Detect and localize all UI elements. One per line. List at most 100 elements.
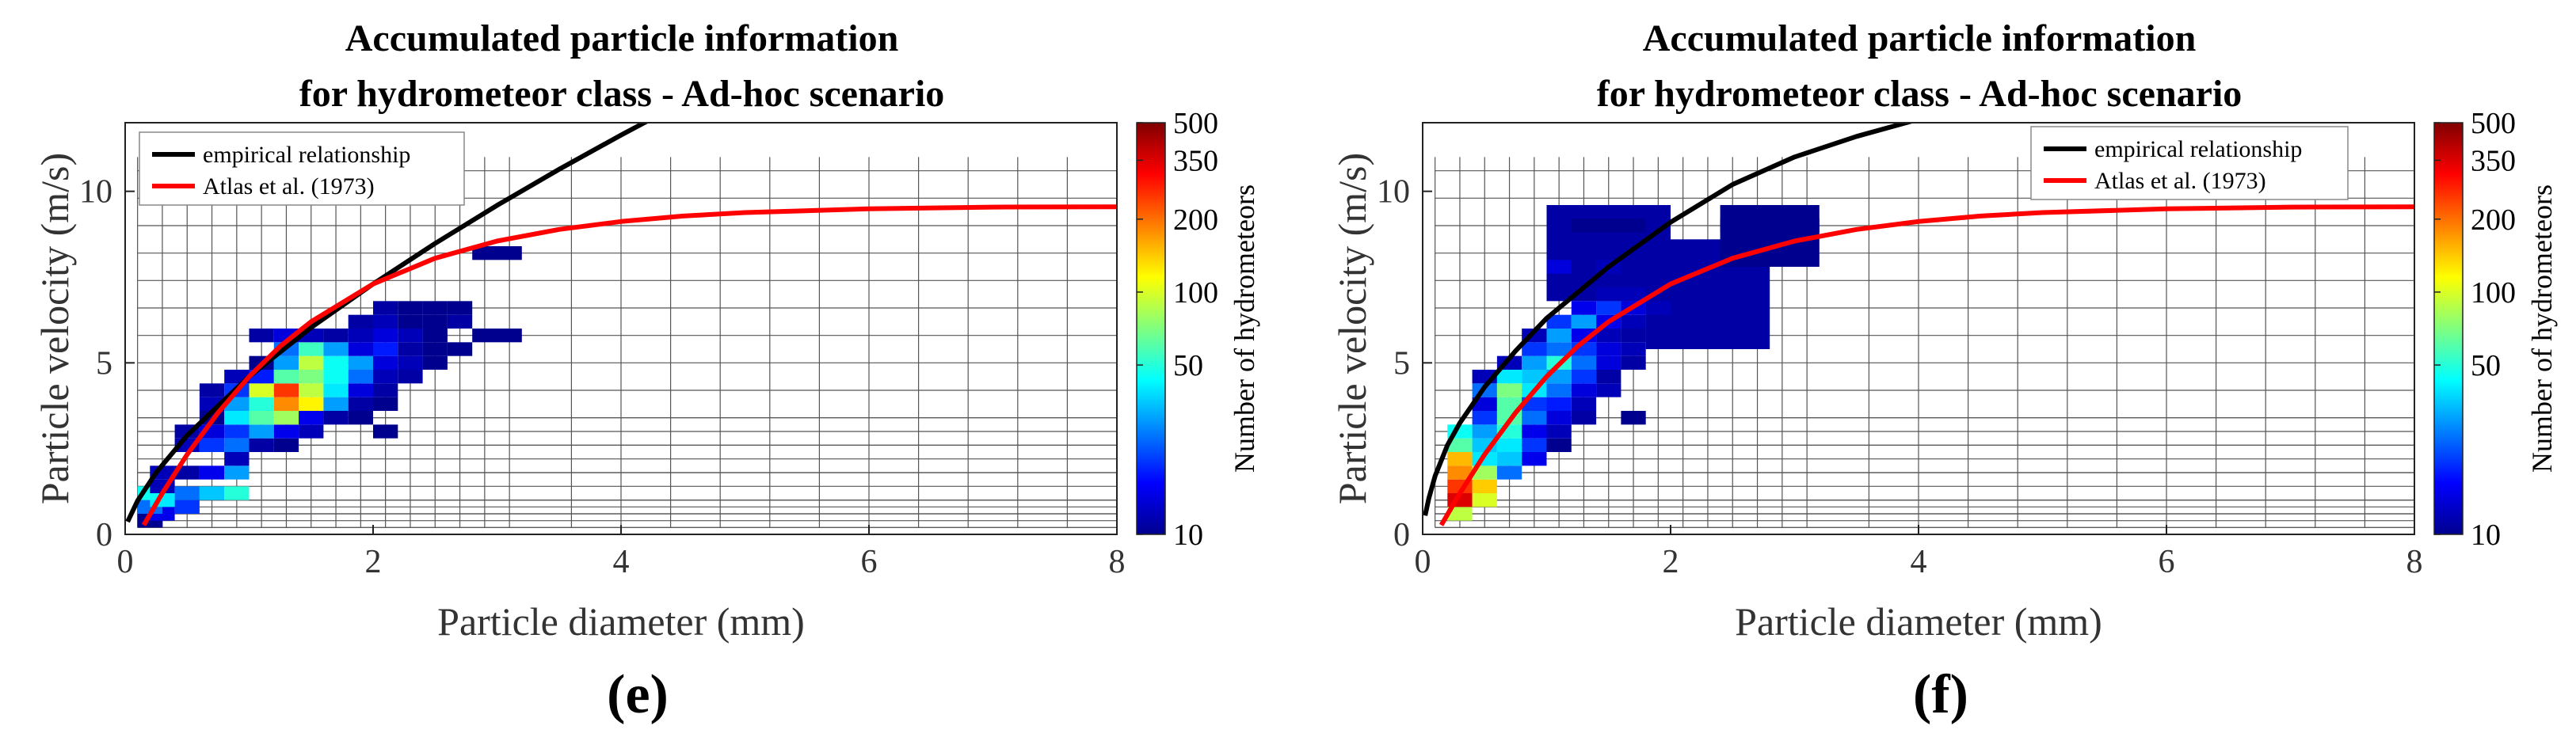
heatmap-cell [348,314,373,329]
heatmap-cell [373,301,398,315]
colorbar-tick-label: 100 [2471,276,2516,310]
heatmap-cell [1496,397,1522,411]
heatmap-cell [199,383,225,397]
heatmap-cell [224,466,250,480]
heatmap-cell [1472,493,1497,507]
legend-label: empirical relationship [2094,136,2302,162]
legend-box [139,131,465,206]
colorbar [2433,122,2464,535]
heatmap-cell [224,411,250,425]
heatmap-cell [199,438,225,452]
heatmap-cell [398,370,423,384]
heatmap-cell [422,355,448,370]
y-axis-label: Particle velocity (m/s) [32,153,77,504]
heatmap-cell [299,370,324,384]
heatmap-cell [497,329,522,343]
heatmap-cell [398,342,423,356]
heatmap-cell [1447,452,1473,466]
heatmap-cell [323,342,349,356]
heatmap-cell [199,486,225,500]
heatmap-cell [1571,370,1597,384]
heatmap-cell [1496,383,1522,397]
heatmap-cell [1496,370,1522,384]
heatmap-cell [373,342,398,356]
heatmap-cell [273,424,299,439]
heatmap-cell [447,301,473,315]
x-tick-label: 0 [1415,544,1431,580]
y-axis-label: Particle velocity (m/s) [1330,153,1374,504]
heatmap-cell [1472,479,1497,493]
heatmap-cell [1645,301,1671,315]
x-tick-label: 8 [1109,544,1126,580]
heatmap-cell [1596,218,1621,233]
heatmap-cell [1621,411,1646,425]
heatmap-cell [447,342,473,356]
panel-label: (f) [1913,664,1968,725]
colorbar-tick-label: 50 [2471,349,2501,382]
heatmap-cell [1596,383,1621,397]
heatmap-cell [373,355,398,370]
heatmap-cell [472,329,497,343]
heatmap-cell [323,329,349,343]
chart-title-line-2: for hydrometeor class - Ad-hoc scenario [299,73,945,115]
heatmap-cell [422,314,448,329]
heatmap-cell [398,355,423,370]
heatmap-cell [1496,438,1522,452]
heatmap-cell [1571,260,1597,274]
heatmap-cell [373,424,398,439]
y-tick-label: 10 [1377,174,1410,211]
panel-f: Accumulated particle information for hydr… [1330,17,2558,725]
chart-title-line-2: for hydrometeor class - Ad-hoc scenario [1597,73,2243,115]
heatmap-cell [224,452,250,466]
heatmap-cell [273,383,299,397]
series-line [1423,123,1915,516]
colorbar-tick-label: 500 [1173,107,1218,140]
heatmap-cell [199,466,225,480]
heatmap-cell [1546,397,1572,411]
heatmap-cell [1472,397,1497,411]
heatmap-cell [273,411,299,425]
heatmap-cell [1596,370,1621,384]
heatmap-cell [1522,355,1547,370]
chart-title-line-1: Accumulated particle information [345,17,899,59]
heatmap-cell [323,355,349,370]
heatmap-cell [398,314,423,329]
y-tick-label: 10 [79,174,112,211]
heatmap-cell [1571,355,1597,370]
heatmap-cell [249,329,274,343]
colorbar-label: Number of hydrometeors [1229,184,1260,473]
heatmap-cell [1571,301,1597,315]
colorbar-tick-label: 10 [2471,519,2501,552]
x-tick-label: 4 [1911,544,1927,580]
heatmap-cell [299,342,324,356]
heatmap-cell [1571,314,1597,329]
heatmap-cell [398,329,423,343]
heatmap-cell [174,486,200,500]
heatmap-cells [137,246,522,528]
heatmap-cell [299,383,324,397]
heatmap-cell [472,246,497,260]
heatmap-cell [1472,411,1497,425]
x-tick-label: 8 [2406,544,2423,580]
heatmap-cell [1546,424,1572,439]
heatmap-cell [224,424,250,439]
heatmap-cell [1546,438,1572,452]
x-axis-label: Particle diameter (mm) [1735,599,2102,644]
colorbar-tick-label: 200 [2471,203,2516,237]
heatmap-cell [1645,314,1671,329]
heatmap-cell [1720,218,1745,233]
heatmap-cell [273,397,299,411]
heatmap-cell [1596,301,1621,315]
heatmap-cell [1522,342,1547,356]
heatmap-cell [323,383,349,397]
y-tick-label: 5 [1393,345,1410,382]
heatmap-cell [1546,342,1572,356]
heatmap-cell [1496,452,1522,466]
heatmap-cell [373,370,398,384]
heatmap-cell [1546,329,1572,343]
heatmap-cell [1522,411,1547,425]
series-line [141,204,1117,526]
heatmap-cell [1596,287,1621,302]
heatmap-cell [249,411,274,425]
panel-e: Accumulated particle information for hydr… [32,17,1260,725]
